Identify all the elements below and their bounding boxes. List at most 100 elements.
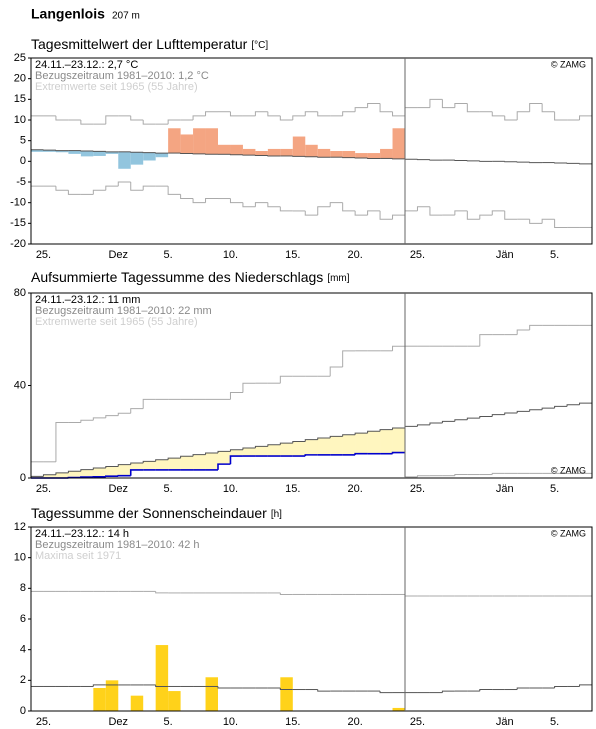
step-line — [516, 329, 530, 335]
step-line — [342, 350, 356, 367]
step-line — [217, 463, 231, 470]
y-tick-label: 40 — [14, 379, 26, 391]
step-line — [267, 111, 281, 117]
step-line — [404, 425, 418, 429]
x-tick-label: Dez — [108, 716, 128, 728]
step-line — [454, 102, 468, 108]
step-line — [142, 460, 156, 463]
step-line — [279, 206, 293, 212]
fill-band — [43, 474, 57, 478]
step-line — [379, 210, 393, 220]
step-line — [541, 218, 555, 224]
step-line — [42, 474, 56, 477]
step-line — [205, 198, 218, 203]
fill-band — [280, 443, 294, 457]
step-line — [379, 429, 393, 432]
fill-band — [55, 472, 69, 478]
step-line — [279, 688, 293, 691]
step-line — [379, 103, 393, 113]
y-tick-label: 10 — [14, 114, 26, 126]
fill-band — [380, 429, 393, 454]
step-line — [92, 684, 106, 687]
chart-title-text: Tagesmittelwert der Lufttemperatur — [31, 36, 248, 52]
x-tick-label: 25. — [36, 716, 51, 728]
annotation: Extremwerte seit 1965 (55 Jahre) — [35, 81, 198, 93]
step-line — [554, 219, 568, 228]
bar — [330, 151, 343, 158]
bar — [242, 148, 256, 156]
bar — [218, 144, 231, 155]
step-line — [516, 410, 530, 414]
step-line — [192, 454, 206, 457]
step-line — [55, 472, 69, 475]
bar — [93, 688, 106, 711]
step-line — [242, 447, 256, 450]
step-line — [391, 451, 405, 454]
step-line — [254, 202, 268, 207]
step-line — [354, 432, 368, 435]
step-line — [329, 435, 343, 438]
fill-band — [168, 458, 181, 470]
y-tick-label: 20 — [14, 73, 26, 85]
y-tick-label: 15 — [14, 93, 26, 105]
bar — [305, 144, 318, 157]
bar — [280, 677, 293, 711]
step-line — [229, 449, 243, 452]
step-line — [80, 419, 94, 423]
step-line — [554, 405, 568, 409]
step-line — [516, 687, 530, 690]
step-line — [117, 181, 131, 187]
step-line — [254, 111, 268, 116]
annotation: Maxima seit 1971 — [35, 550, 121, 562]
annotation: 24.11.–23.12.: 11 mm — [35, 294, 140, 306]
step-line — [466, 417, 480, 420]
bar — [317, 148, 331, 158]
step-line — [529, 324, 543, 330]
fill-band — [242, 447, 256, 457]
annotation: Bezugszeitraum 1981–2010: 1,2 °C — [35, 70, 209, 82]
station-elevation: 207 m — [112, 11, 140, 22]
step-line — [554, 685, 568, 688]
fill-band — [392, 428, 406, 453]
chart-title: Tagessumme der Sonnenscheindauer [h] — [31, 505, 282, 521]
chart-unit: [°C] — [251, 40, 268, 51]
y-tick-label: -20 — [10, 238, 26, 250]
copyright: © ZAMG — [551, 59, 586, 69]
fill-band — [105, 466, 119, 477]
step-line — [67, 190, 81, 195]
x-tick-label: 10. — [223, 483, 238, 495]
step-line — [404, 210, 418, 216]
x-tick-label: 10. — [223, 249, 238, 261]
step-line — [242, 382, 256, 393]
x-tick-label: 5. — [164, 716, 173, 728]
x-tick-label: Dez — [108, 483, 128, 495]
x-tick-label: 5. — [164, 483, 173, 495]
y-tick-label: -10 — [10, 197, 26, 209]
y-tick-label: 25 — [14, 52, 26, 64]
step-line — [167, 186, 181, 195]
x-tick-label: 25. — [410, 249, 425, 261]
step-line — [317, 689, 331, 692]
fill-band — [330, 436, 343, 455]
step-line — [404, 107, 418, 116]
y-tick-label: 6 — [20, 613, 26, 625]
x-tick-label: 15. — [285, 483, 300, 495]
step-line — [292, 115, 306, 120]
chart-unit: [h] — [271, 509, 282, 520]
bar — [168, 691, 181, 711]
step-line — [329, 202, 343, 207]
x-tick-label: 15. — [285, 249, 300, 261]
bar — [230, 144, 243, 155]
fill-band — [193, 454, 206, 470]
annotation: Bezugszeitraum 1981–2010: 22 mm — [35, 305, 212, 317]
step-line — [304, 454, 318, 457]
x-tick-label: 10. — [223, 716, 238, 728]
step-line — [117, 464, 131, 467]
y-tick-label: 80 — [14, 287, 26, 299]
step-line — [129, 469, 144, 476]
step-line — [479, 214, 493, 220]
step-line — [429, 206, 443, 216]
fill-band — [80, 469, 94, 478]
fill-band — [205, 453, 219, 470]
chart-title-text: Tagessumme der Sonnenscheindauer — [31, 505, 267, 521]
